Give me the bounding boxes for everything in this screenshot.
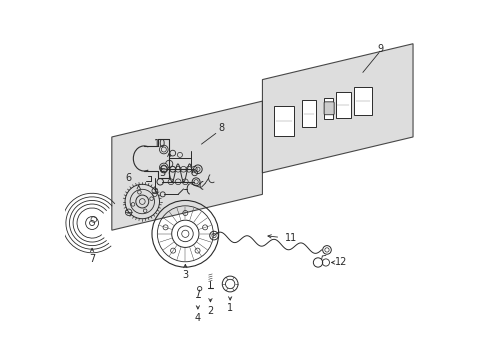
Polygon shape <box>324 98 332 119</box>
Text: 10: 10 <box>154 139 166 149</box>
Text: 7: 7 <box>89 254 95 264</box>
Text: 1: 1 <box>226 303 233 314</box>
Circle shape <box>159 163 168 172</box>
Polygon shape <box>302 100 315 127</box>
Text: 2: 2 <box>207 306 213 316</box>
Polygon shape <box>274 105 293 136</box>
Text: 9: 9 <box>376 44 382 54</box>
Polygon shape <box>262 44 412 173</box>
Text: 3: 3 <box>182 270 188 280</box>
Text: 4: 4 <box>194 313 201 323</box>
Polygon shape <box>335 92 350 118</box>
Text: 12: 12 <box>334 257 347 267</box>
Text: 6: 6 <box>124 173 131 183</box>
Text: 8: 8 <box>218 123 224 133</box>
Circle shape <box>159 145 168 154</box>
Text: 11: 11 <box>285 233 297 243</box>
Polygon shape <box>112 101 262 230</box>
Polygon shape <box>353 87 371 116</box>
FancyBboxPatch shape <box>324 102 333 115</box>
Text: 5: 5 <box>159 168 165 178</box>
